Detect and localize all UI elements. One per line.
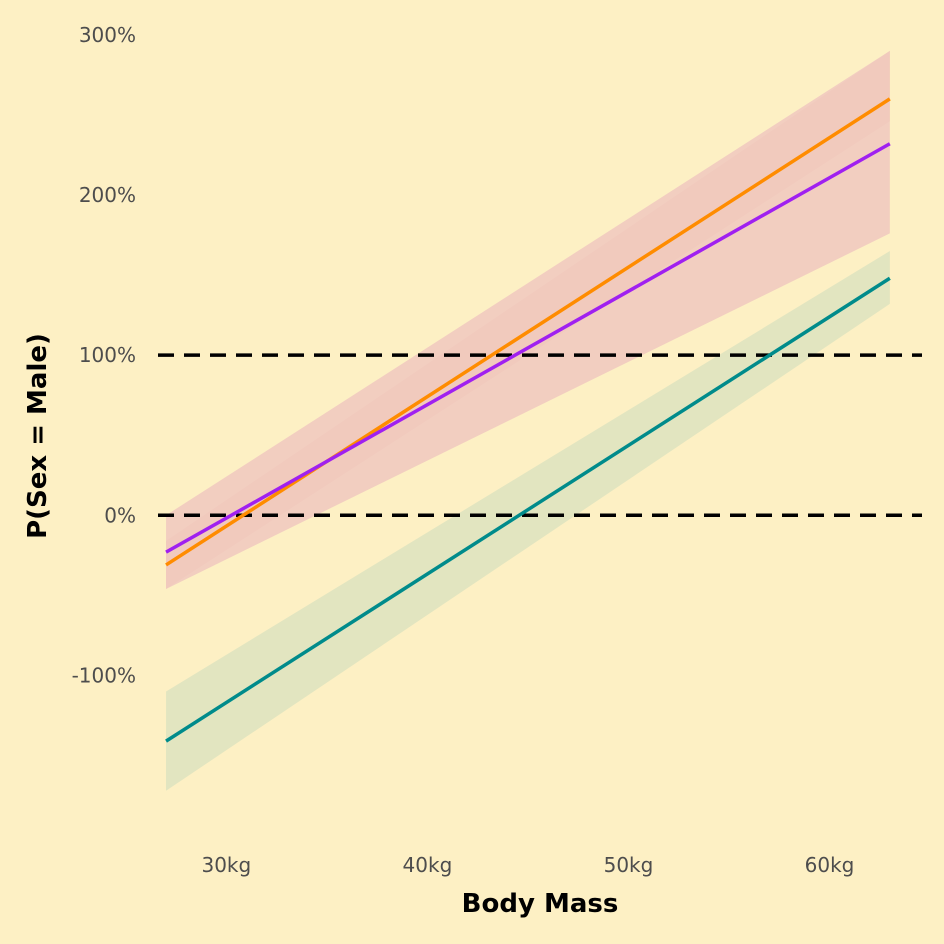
series-line-1	[165, 97, 891, 567]
x-tick-label: 60kg	[805, 853, 855, 877]
x-tick-label: 30kg	[201, 853, 251, 877]
y-tick-label: 200%	[79, 183, 136, 207]
reference-lines	[158, 353, 922, 518]
series-line-3	[165, 276, 891, 743]
x-tick-label: 50kg	[604, 853, 654, 877]
series-line-2	[165, 142, 891, 554]
x-tick-label: 40kg	[403, 853, 453, 877]
x-axis-title: Body Mass	[462, 889, 619, 919]
confidence-band-3	[166, 251, 890, 791]
x-axis-tick-labels: 30kg 40kg 50kg 60kg	[201, 853, 854, 877]
confidence-band-2	[166, 50, 890, 589]
y-tick-label: 100%	[79, 343, 136, 367]
y-tick-label: 0%	[104, 503, 136, 527]
series-lines	[165, 97, 891, 743]
confidence-bands	[166, 50, 890, 791]
y-tick-label: 300%	[79, 23, 136, 47]
y-axis-tick-labels: -100% 0% 100% 200% 300%	[72, 23, 136, 688]
y-tick-label: -100%	[72, 663, 136, 687]
y-axis-title: P(Sex = Male)	[23, 333, 53, 539]
